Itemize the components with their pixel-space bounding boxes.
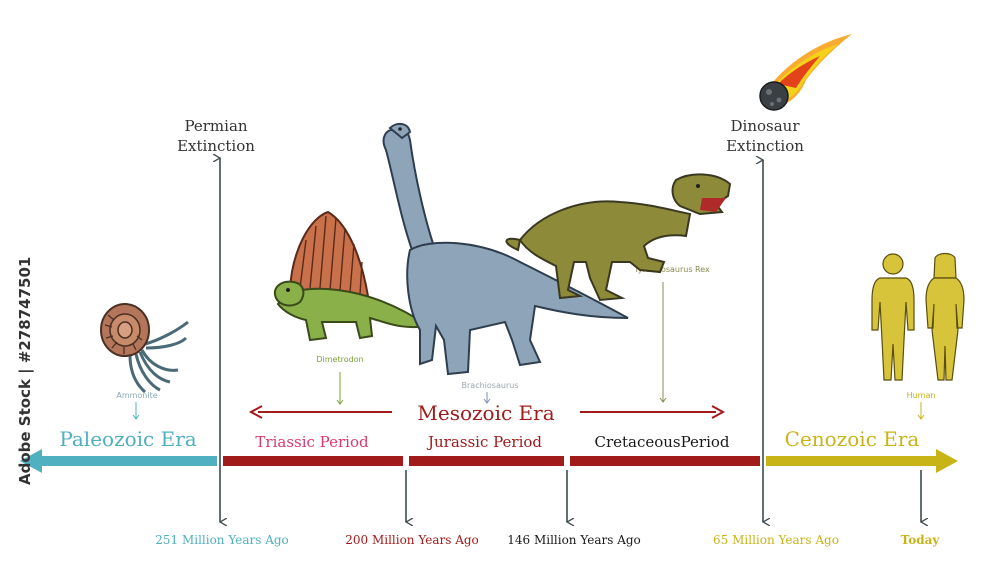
t200-label: 200 Million Years Ago — [345, 533, 479, 547]
cenozoic-bar — [766, 456, 938, 466]
ammonite-illustration — [100, 303, 189, 394]
paleozoic-bar — [40, 456, 217, 466]
human-label: Human — [907, 391, 936, 400]
dimetrodon-illustration — [274, 210, 431, 342]
triassic-label: Triassic Period — [255, 433, 369, 451]
today-label: Today — [901, 533, 941, 547]
paleozoic-arrow-head — [20, 449, 42, 473]
brachiosaurus-illustration — [382, 122, 629, 376]
jurassic-label: Jurassic Period — [426, 433, 542, 451]
meteor-illustration — [759, 34, 852, 111]
t146-label: 146 Million Years Ago — [507, 533, 641, 547]
permian-label-2: Extinction — [177, 137, 255, 155]
t251-label: 251 Million Years Ago — [155, 533, 289, 547]
timeline-bar — [20, 449, 958, 473]
t65-label: 65 Million Years Ago — [713, 533, 839, 547]
ammonite-label: Ammonite — [116, 391, 157, 400]
trex-illustration — [505, 173, 732, 302]
dinosaur-label-1: Dinosaur — [731, 117, 801, 135]
triassic-bar — [223, 456, 403, 466]
trex-label: Tyrannosaurus Rex — [633, 265, 710, 274]
human-illustration — [871, 252, 965, 381]
cenozoic-era-label: Cenozoic Era — [785, 427, 920, 451]
mesozoic-span — [248, 405, 726, 419]
jurassic-bar — [409, 456, 564, 466]
cretaceous-label: CretaceousPeriod — [594, 433, 729, 451]
permian-label-1: Permian — [184, 117, 247, 135]
human-male-figure — [871, 253, 915, 381]
brachiosaurus-label: Brachiosaurus — [462, 381, 519, 390]
mesozoic-era-label: Mesozoic Era — [417, 401, 554, 425]
dinosaur-label-2: Extinction — [726, 137, 804, 155]
human-female-figure — [925, 252, 965, 381]
vertical-lines — [220, 158, 921, 522]
stock-side-text: Adobe Stock | #278747501 — [16, 257, 35, 485]
dimetrodon-label: Dimetrodon — [316, 355, 363, 364]
cretaceous-bar — [570, 456, 760, 466]
cenozoic-arrow-head — [936, 449, 958, 473]
paleozoic-era-label: Paleozoic Era — [59, 427, 196, 451]
